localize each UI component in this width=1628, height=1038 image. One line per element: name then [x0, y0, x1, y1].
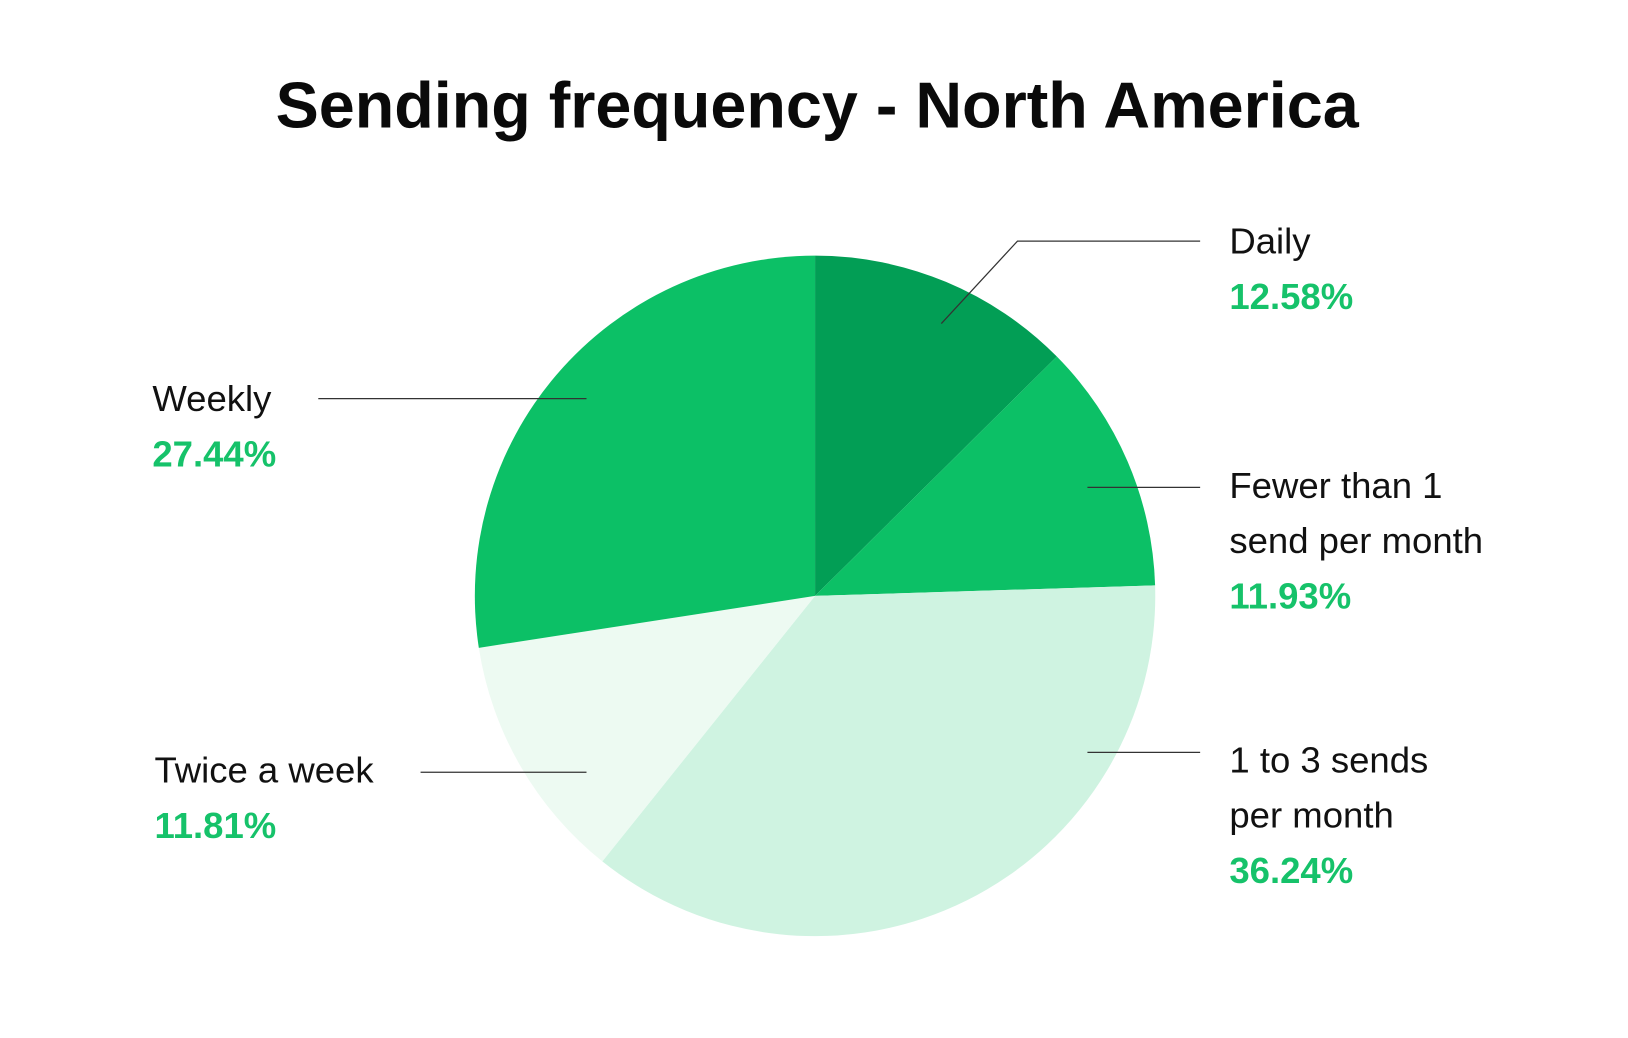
- slice-label: send per month: [1229, 520, 1483, 561]
- slice-label: Weekly: [152, 378, 272, 419]
- slice-percent-label: 12.58%: [1229, 276, 1353, 317]
- slice-label: per month: [1229, 795, 1393, 836]
- chart-title: Sending frequency - North America: [276, 68, 1360, 141]
- slice-label: Fewer than 1: [1229, 465, 1442, 506]
- slice-percent-label: 11.93%: [1229, 575, 1351, 616]
- pie-slice-weekly: [474, 255, 816, 648]
- pie-slice-daily: [815, 255, 1057, 596]
- leader-line: [940, 240, 1201, 324]
- pie-slice-twice-a-week: [478, 595, 816, 862]
- slice-label: 1 to 3 sends: [1229, 739, 1428, 780]
- slice-percent-label: 27.44%: [152, 433, 276, 474]
- pie-slice-1-to-3-sends-per-month: [602, 585, 1156, 937]
- slice-percent-label: 11.81%: [154, 805, 276, 846]
- slice-percent-label: 36.24%: [1229, 850, 1353, 891]
- pie-slice-fewer-than-1-send-per-month: [815, 356, 1156, 596]
- slice-label: Daily: [1229, 221, 1311, 262]
- slice-label: Twice a week: [154, 750, 374, 791]
